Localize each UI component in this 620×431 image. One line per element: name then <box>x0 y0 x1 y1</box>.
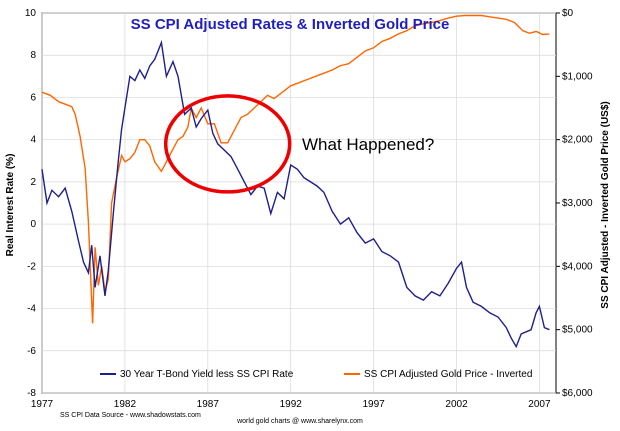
y-tick-label: 6 <box>30 92 36 103</box>
x-axis-ticks: 1977 1982 1987 1992 1997 2002 2007 <box>31 399 551 410</box>
chart-title: SS CPI Adjusted Rates & Inverted Gold Pr… <box>131 16 450 33</box>
y-tick-label: -2 <box>27 261 36 272</box>
x-tick-label: 2007 <box>528 399 551 410</box>
x-tick-label: 1997 <box>362 399 385 410</box>
footer-source: SS CPI Data Source - www.shadowstats.com <box>60 412 201 419</box>
x-tick-label: 1977 <box>31 399 54 410</box>
footer-credit: world gold charts @ www.sharelynx.com <box>236 418 363 425</box>
y-tick-label: -4 <box>27 304 36 315</box>
annotation-circle <box>163 94 292 194</box>
y2-tick-label: $1,000 <box>562 71 593 82</box>
y2-tick-label: $6,000 <box>562 388 593 399</box>
annotation-text: What Happened? <box>302 135 434 154</box>
y2-tick-label: $2,000 <box>562 135 593 146</box>
y2-tick-label: $4,000 <box>562 261 593 272</box>
legend-label-rate: 30 Year T-Bond Yield less SS CPI Rate <box>120 369 294 380</box>
x-tick-label: 1982 <box>114 399 137 410</box>
y2-axis-label: SS CPI Adjusted - Inverted Gold Price (U… <box>600 101 611 308</box>
x-tick-label: 1987 <box>197 399 220 410</box>
y-tick-label: 2 <box>30 177 36 188</box>
legend: 30 Year T-Bond Yield less SS CPI Rate SS… <box>100 369 532 380</box>
y-axis-label: Real Interest Rate (%) <box>5 154 16 257</box>
y-tick-label: 8 <box>30 50 36 61</box>
left-axis-ticks: 10 8 6 4 2 0 -2 -4 -6 -8 <box>25 8 37 399</box>
y-tick-label: -6 <box>27 346 36 357</box>
y-tick-label: 0 <box>30 219 36 230</box>
series-line-real-rate <box>41 39 550 349</box>
y-tick-label: -8 <box>27 388 36 399</box>
grid <box>41 12 556 394</box>
y-tick-label: 4 <box>30 135 36 146</box>
x-tick-label: 1992 <box>280 399 303 410</box>
legend-label-gold: SS CPI Adjusted Gold Price - Inverted <box>364 369 532 380</box>
y2-tick-label: $0 <box>562 8 574 19</box>
y2-tick-label: $5,000 <box>562 325 593 336</box>
right-axis-ticks: $0 $1,000 $2,000 $3,000 $4,000 $5,000 $6,000 <box>556 8 593 399</box>
y2-tick-label: $3,000 <box>562 198 593 209</box>
x-tick-label: 2002 <box>445 399 468 410</box>
plot-area <box>41 12 557 394</box>
y-tick-label: 10 <box>25 8 37 19</box>
